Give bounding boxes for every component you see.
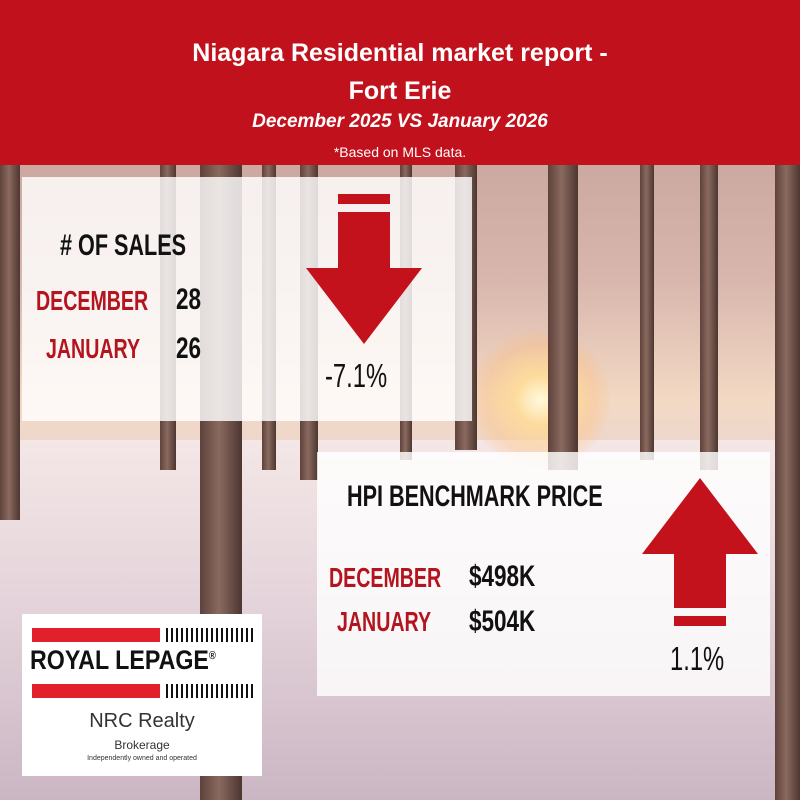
hpi-panel: HPI BENCHMARK PRICE DECEMBER $498K JANUA… — [317, 452, 770, 696]
sales-heading: # OF SALES — [60, 229, 187, 262]
sales-change-percent: -7.1% — [325, 357, 388, 394]
sun-glow — [470, 330, 610, 470]
hpi-december-label: DECEMBER — [329, 562, 442, 593]
report-title-line2: Fort Erie — [348, 77, 452, 105]
hpi-january-label: JANUARY — [337, 606, 432, 637]
logo-brand-text: ROYAL LEPAGE — [30, 645, 209, 675]
hpi-december-value: $498K — [469, 560, 536, 593]
hpi-change-percent: 1.1% — [670, 640, 725, 677]
sales-january-value: 26 — [176, 332, 202, 365]
sales-december-value: 28 — [176, 283, 202, 316]
logo-tick-bar-bottom — [166, 684, 254, 698]
logo-brokerage: Brokerage — [114, 738, 170, 752]
hpi-january-value: $504K — [469, 605, 536, 638]
sales-panel: # OF SALES DECEMBER 28 JANUARY 26 -7.1% — [22, 177, 472, 421]
hpi-heading: HPI BENCHMARK PRICE — [347, 480, 603, 513]
up-arrow-icon — [642, 478, 758, 626]
report-subtitle: December 2025 VS January 2026 — [252, 111, 548, 132]
logo-tick-bar-top — [166, 628, 254, 642]
sales-december-label: DECEMBER — [36, 285, 149, 316]
logo-office-name: NRC Realty — [89, 710, 195, 732]
report-title-line1: Niagara Residential market report - — [192, 39, 608, 67]
logo-red-bar-bottom — [32, 684, 160, 698]
data-source-note: *Based on MLS data. — [333, 144, 467, 160]
report-header: Niagara Residential market report - Fort… — [0, 0, 800, 165]
down-arrow-icon — [306, 194, 422, 344]
logo-tagline: Independently owned and operated — [87, 755, 197, 762]
logo-brand-name: ROYAL LEPAGE® — [30, 645, 226, 676]
royal-lepage-logo: ROYAL LEPAGE® NRC Realty Brokerage Indep… — [22, 614, 262, 776]
logo-red-bar-top — [32, 628, 160, 642]
sales-january-label: JANUARY — [46, 333, 141, 364]
report-title: Niagara Residential market report - Fort… — [0, 34, 800, 110]
logo-registered-mark: ® — [208, 650, 216, 662]
